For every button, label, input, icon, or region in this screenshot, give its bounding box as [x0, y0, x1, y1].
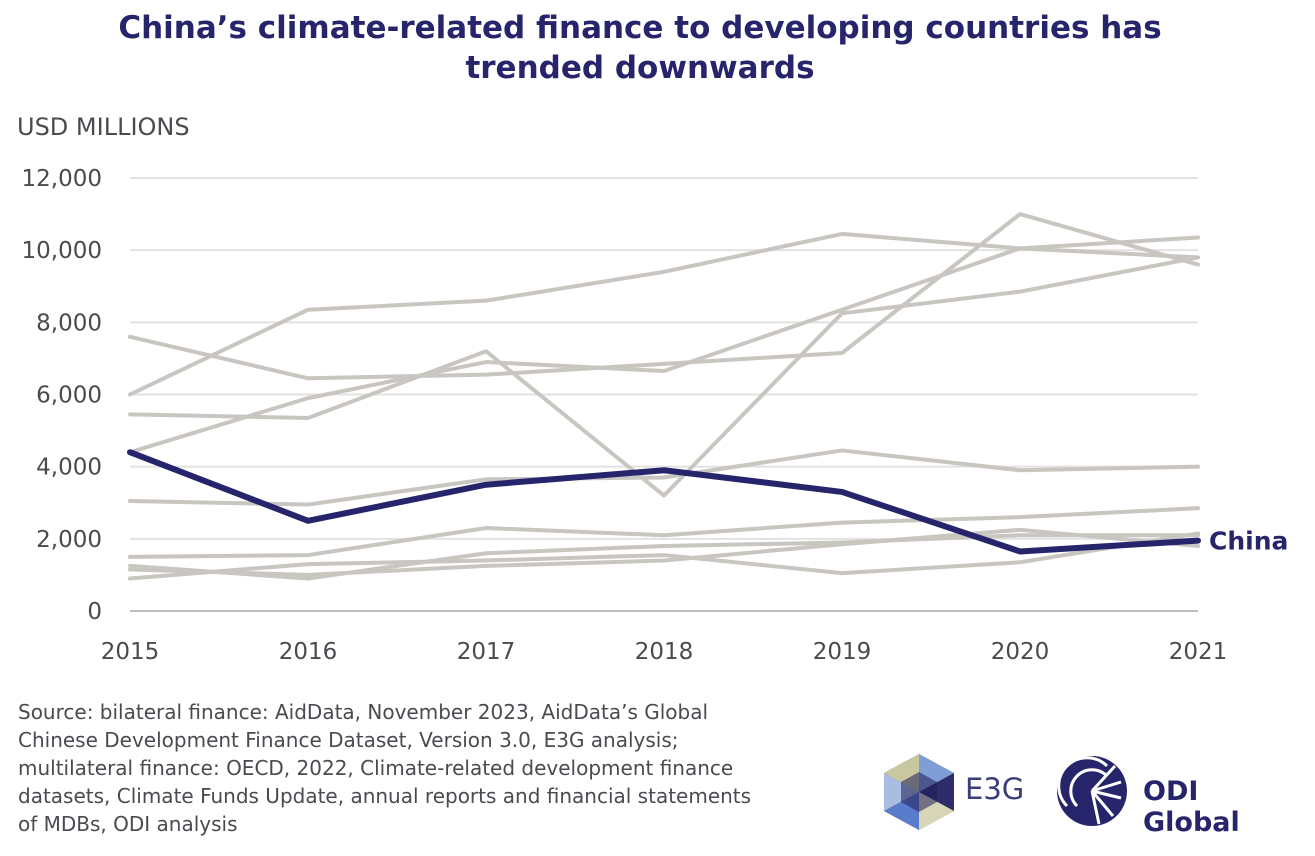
- series-labels: China: [1209, 527, 1288, 556]
- source-note: Source: bilateral finance: AidData, Nove…: [18, 698, 838, 838]
- x-tick-label: 2021: [1169, 639, 1228, 665]
- source-line: datasets, Climate Funds Update, annual r…: [18, 784, 752, 808]
- x-tick-label: 2019: [813, 639, 872, 665]
- odi-circle-icon: [1057, 756, 1127, 826]
- source-line: multilateral finance: OECD, 2022, Climat…: [18, 756, 734, 780]
- series-lines: [127, 212, 1201, 581]
- odi-logo: ODI Global: [1055, 754, 1295, 838]
- y-tick-label: 2,000: [36, 527, 102, 553]
- chart-title-line-2: trended downwards: [465, 50, 815, 86]
- chart-title: China’s climate-related finance to devel…: [60, 8, 1220, 88]
- x-tick-label: 2018: [635, 639, 694, 665]
- series-line-china: [127, 449, 1201, 555]
- x-tick-label: 2020: [991, 639, 1050, 665]
- x-tick-label: 2016: [279, 639, 338, 665]
- e3g-logo-text: E3G: [965, 772, 1025, 806]
- series-line-other: [128, 506, 1200, 559]
- source-line: Source: bilateral finance: AidData, Nove…: [18, 700, 709, 724]
- y-axis-unit-label: USD MILLIONS: [17, 113, 190, 141]
- series-line-other: [128, 527, 1200, 577]
- x-tick-label: 2015: [101, 639, 160, 665]
- series-line-other: [128, 235, 1200, 455]
- series-line-other: [128, 531, 1200, 581]
- y-tick-label: 6,000: [36, 383, 102, 409]
- y-tick-label: 0: [87, 599, 102, 625]
- series-line-other: [128, 448, 1200, 507]
- e3g-hexagon-icon: [884, 754, 954, 830]
- chart-title-line-1: China’s climate-related finance to devel…: [118, 10, 1162, 46]
- x-axis-ticks: 2015 2016 2017 2018 2019 2020 2021: [101, 639, 1228, 665]
- y-tick-label: 8,000: [36, 310, 102, 336]
- y-tick-label: 4,000: [36, 455, 102, 481]
- odi-logo-text: ODI Global: [1143, 776, 1240, 838]
- series-line-other: [128, 212, 1200, 381]
- e3g-logo: E3G: [880, 752, 1030, 832]
- x-tick-label: 2017: [457, 639, 516, 665]
- series-label-china: China: [1209, 527, 1288, 556]
- series-line-other: [128, 533, 1200, 581]
- series-line-other: [128, 255, 1200, 498]
- y-axis-ticks: 0 2,000 4,000 6,000 8,000 10,000 12,000: [22, 166, 102, 625]
- source-line: Chinese Development Finance Dataset, Ver…: [18, 728, 679, 752]
- y-tick-label: 12,000: [22, 166, 102, 192]
- y-tick-label: 10,000: [22, 238, 102, 264]
- source-line: of MDBs, ODI analysis: [18, 812, 238, 836]
